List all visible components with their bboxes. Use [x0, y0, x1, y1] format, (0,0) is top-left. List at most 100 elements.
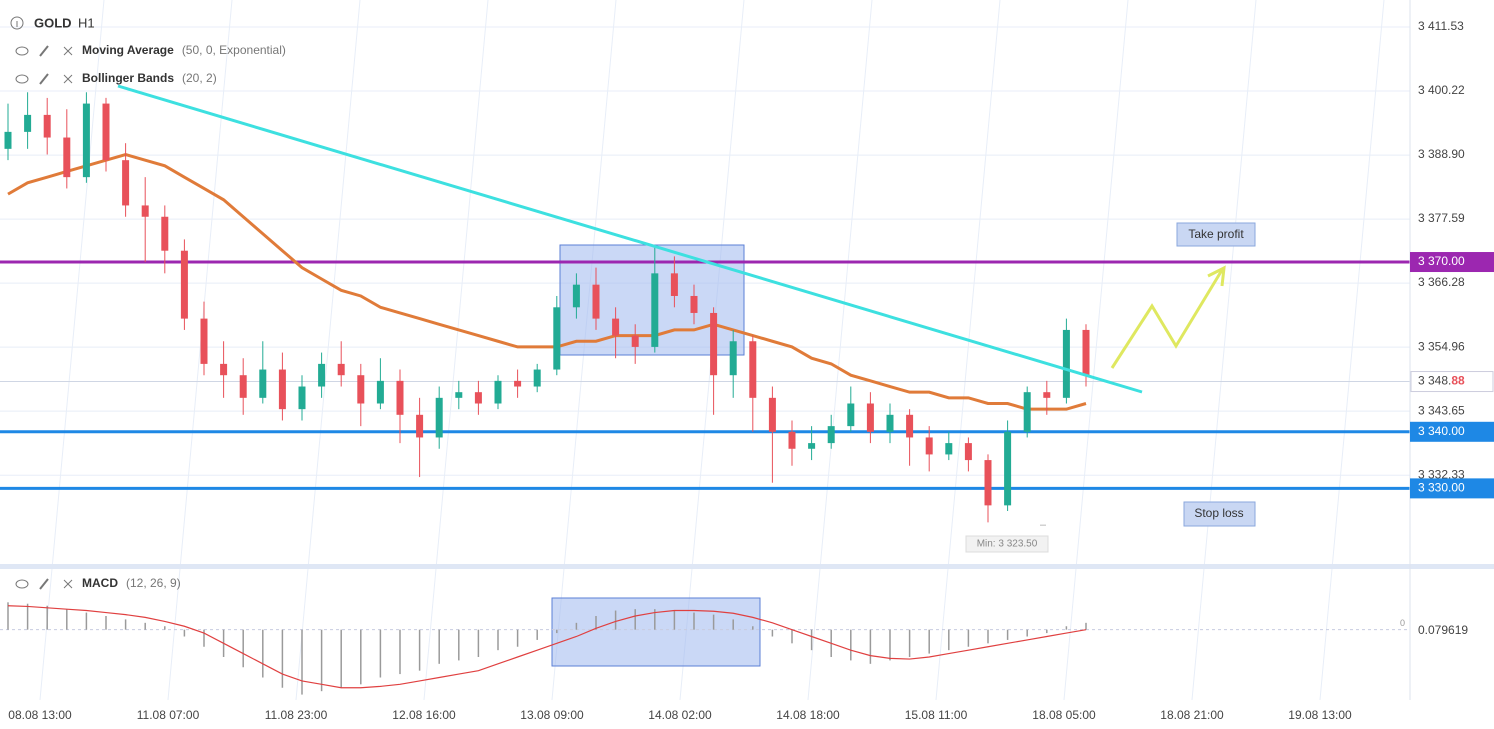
- arrow-head: [1207, 265, 1226, 287]
- candle-body: [455, 392, 463, 398]
- eye-icon[interactable]: [15, 579, 29, 589]
- time-grid-line: [423, 0, 489, 701]
- moving-average: [7, 152, 1087, 411]
- level-tag-label: 3 330.00: [1418, 481, 1465, 495]
- candle-body: [592, 284, 600, 319]
- time-grid-line: [1319, 0, 1385, 701]
- macd-zero-label: 0: [1400, 618, 1405, 628]
- candle-body: [553, 307, 561, 370]
- wrench-icon[interactable]: [39, 73, 49, 85]
- level-tag: [1410, 421, 1494, 442]
- time-grid-line: [295, 0, 361, 701]
- take-profit-box: [1176, 222, 1256, 247]
- candle-body: [43, 114, 51, 138]
- eye-icon[interactable]: [15, 46, 29, 56]
- x-tick-label: 14.08 18:00: [776, 708, 840, 722]
- wrench-icon[interactable]: [39, 578, 49, 590]
- candle-body: [749, 341, 757, 398]
- indicator-params: (20, 2): [182, 71, 217, 85]
- candle-body: [768, 397, 776, 432]
- y-tick-label: 3 343.65: [1418, 403, 1465, 417]
- x-tick-label: 08.08 13:00: [8, 708, 72, 722]
- x-tick-label: 14.08 02:00: [648, 708, 712, 722]
- level-tag-label: 3 370.00: [1418, 254, 1465, 268]
- candle-body: [729, 341, 737, 376]
- macd-params: (12, 26, 9): [126, 576, 181, 590]
- candle-body: [278, 369, 286, 410]
- candle-body: [4, 131, 12, 149]
- candle-body: [259, 369, 267, 398]
- candle-body: [141, 205, 149, 217]
- time-grid-line: [1191, 0, 1257, 701]
- min-box: [965, 535, 1049, 553]
- take-profit-label: Take profit: [1188, 227, 1244, 241]
- level-tag-label: 3 340.00: [1418, 424, 1465, 438]
- candle-body: [416, 414, 424, 438]
- candle-body: [710, 312, 718, 376]
- candle-body: [572, 284, 580, 308]
- panel-separator: [0, 564, 1494, 569]
- x-tick-label: 11.08 07:00: [137, 708, 200, 722]
- candle-body: [494, 380, 502, 404]
- stop-loss-box: [1183, 501, 1256, 527]
- macd-signal: [7, 605, 1087, 689]
- candle-body: [612, 318, 620, 336]
- indicator-rows: Moving Average (50, 0, Exponential) Bollin…: [6, 41, 286, 89]
- candle-body: [533, 369, 541, 387]
- close-icon-b: [63, 74, 73, 84]
- x-tick-label: 18.08 21:00: [1160, 708, 1224, 722]
- eye-icon[interactable]: [15, 74, 29, 84]
- time-grid-line: [1063, 0, 1129, 701]
- candle-body: [220, 363, 228, 376]
- level-tag: [1410, 478, 1494, 499]
- x-tick-label: 12.08 16:00: [392, 708, 456, 722]
- x-tick-label: 11.08 23:00: [265, 708, 328, 722]
- candle-body: [337, 363, 345, 376]
- min-label: Min: 3 323.50: [977, 539, 1038, 550]
- wrench-icon[interactable]: [39, 45, 49, 57]
- candle-body: [1004, 431, 1012, 506]
- close-icon-b: [63, 579, 73, 589]
- info-icon[interactable]: [10, 16, 24, 30]
- symbol: GOLD: [34, 15, 72, 30]
- candle-body: [298, 386, 306, 410]
- candle-body: [122, 160, 130, 206]
- candle-body: [808, 443, 816, 449]
- stop-loss-label: Stop loss: [1194, 506, 1243, 520]
- macd-range-box: [551, 597, 761, 667]
- y-tick-label: 3 377.59: [1418, 211, 1465, 225]
- macd-value-label: 0.079619: [1418, 623, 1468, 637]
- current-price-label: 3 348.: [1418, 374, 1451, 388]
- indicator-name: Moving Average: [82, 43, 174, 57]
- trendline: [117, 84, 1143, 394]
- y-tick-label: 3 400.22: [1418, 83, 1465, 97]
- header: GOLD H1 Moving Average (50, 0, Exponentia…: [6, 15, 286, 89]
- candle-body: [651, 273, 659, 347]
- series: [0, 92, 1410, 695]
- current-price-accent: 88: [1451, 374, 1465, 388]
- candle-body: [1043, 392, 1051, 398]
- candle-body: [827, 426, 835, 444]
- candle-body: [63, 137, 71, 178]
- level-tag: [1410, 252, 1494, 273]
- projection-arrow: [1110, 269, 1224, 369]
- candle-body: [180, 250, 188, 319]
- candle-body: [788, 431, 796, 449]
- y-tick-label: 3 411.53: [1418, 19, 1464, 33]
- candle-body: [82, 103, 90, 178]
- candle-body: [1062, 329, 1070, 398]
- candle-body: [886, 414, 894, 432]
- indicator-name: Bollinger Bands: [82, 71, 174, 85]
- candle-body: [906, 414, 914, 438]
- candle-body: [200, 318, 208, 364]
- candle-body: [102, 103, 110, 161]
- y-tick-label: 3 366.28: [1418, 275, 1465, 289]
- candle-body: [945, 443, 953, 455]
- y-tick-label: 3 388.90: [1418, 147, 1465, 161]
- candle-body: [24, 114, 32, 132]
- y-tick-label: 3 332.33: [1418, 467, 1465, 481]
- candle-body: [964, 443, 972, 461]
- close-icon-b: [63, 46, 73, 56]
- x-tick-label: 18.08 05:00: [1032, 708, 1096, 722]
- y-tick-label: 3 354.96: [1418, 339, 1465, 353]
